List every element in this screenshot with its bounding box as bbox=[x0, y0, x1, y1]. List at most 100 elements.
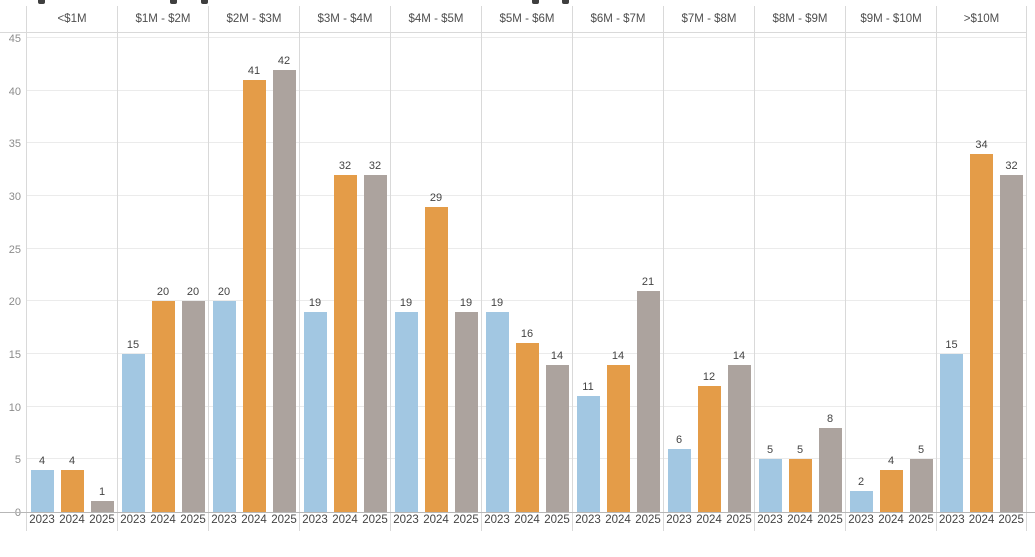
bar-2023[interactable] bbox=[485, 312, 509, 512]
gridline bbox=[27, 89, 117, 91]
category-group: 6 12 14 bbox=[663, 32, 754, 512]
gridline bbox=[573, 89, 663, 91]
year-label: 2023 bbox=[939, 514, 965, 526]
year-label: 2025 bbox=[635, 514, 661, 526]
bar-value-label: 15 bbox=[126, 339, 140, 351]
bar-value-label: 14 bbox=[550, 350, 564, 362]
gridline bbox=[27, 405, 117, 407]
bar-2023[interactable] bbox=[303, 312, 327, 512]
gridline bbox=[27, 353, 117, 354]
gridline bbox=[573, 37, 663, 38]
year-label: 2024 bbox=[59, 514, 85, 526]
bar-2024[interactable] bbox=[606, 365, 630, 512]
category-header-label: <$1M bbox=[26, 6, 117, 32]
bar-2025[interactable] bbox=[454, 312, 478, 512]
bar-value-label: 14 bbox=[732, 350, 746, 362]
bar-2025[interactable] bbox=[818, 428, 842, 512]
gridline bbox=[482, 247, 572, 249]
bar-value-label: 5 bbox=[766, 444, 774, 456]
bar-slot: 29 bbox=[424, 32, 448, 512]
bar-2023[interactable] bbox=[667, 449, 691, 512]
gridline bbox=[664, 353, 754, 354]
bar-slot: 42 bbox=[272, 32, 296, 512]
gridline bbox=[664, 89, 754, 91]
bar-2025[interactable] bbox=[272, 70, 296, 512]
bar-slot: 16 bbox=[515, 32, 539, 512]
bar-2023[interactable] bbox=[212, 301, 236, 512]
gridline bbox=[391, 37, 481, 38]
y-tick-label: 15 bbox=[8, 349, 21, 361]
bar-value-label: 19 bbox=[459, 297, 473, 309]
bar-2023[interactable] bbox=[849, 491, 873, 512]
bar-slot: 19 bbox=[394, 32, 418, 512]
bar-value-label: 12 bbox=[702, 371, 716, 383]
gridline bbox=[755, 142, 845, 144]
bar-2025[interactable] bbox=[181, 301, 205, 512]
category-group: 15 20 20 bbox=[117, 32, 208, 512]
bar-2024[interactable] bbox=[151, 301, 175, 512]
bar-2024[interactable] bbox=[970, 154, 993, 512]
gridline bbox=[755, 247, 845, 249]
bar-value-label: 20 bbox=[217, 286, 231, 298]
bar-2023[interactable] bbox=[576, 396, 600, 512]
bar-2025[interactable] bbox=[363, 175, 387, 512]
year-label: 2023 bbox=[120, 514, 146, 526]
bar-value-label: 19 bbox=[490, 297, 504, 309]
bar-slot: 6 bbox=[667, 32, 691, 512]
bar-2025[interactable] bbox=[1000, 175, 1023, 512]
bar-slot: 2 bbox=[849, 32, 873, 512]
gridline bbox=[118, 300, 208, 302]
category-group: 11 14 21 bbox=[572, 32, 663, 512]
x-axis-baseline bbox=[0, 512, 1035, 513]
y-tick-label: 30 bbox=[8, 191, 21, 203]
bar-slot: 14 bbox=[727, 32, 751, 512]
bar-slot: 5 bbox=[788, 32, 812, 512]
y-tick-label: 5 bbox=[14, 454, 21, 467]
year-label: 2023 bbox=[211, 514, 237, 526]
gridline bbox=[300, 142, 390, 144]
bar-slot: 21 bbox=[636, 32, 660, 512]
bar-2024[interactable] bbox=[333, 175, 357, 512]
year-label: 2025 bbox=[362, 514, 388, 526]
year-label-cell: 2023 2024 2025 bbox=[390, 512, 481, 531]
bar-2025[interactable] bbox=[909, 459, 933, 512]
gridline bbox=[755, 405, 845, 407]
bar-value-label: 6 bbox=[675, 434, 683, 446]
bar-2024[interactable] bbox=[60, 470, 84, 512]
bar-2023[interactable] bbox=[758, 459, 782, 512]
bar-2023[interactable] bbox=[940, 354, 963, 512]
bar-value-label: 20 bbox=[186, 286, 200, 298]
bar-2023[interactable] bbox=[121, 354, 145, 512]
bar-2025[interactable] bbox=[727, 365, 751, 512]
category-group: 5 5 8 bbox=[754, 32, 845, 512]
bar-2023[interactable] bbox=[30, 470, 54, 512]
year-label: 2024 bbox=[605, 514, 631, 526]
category-header-label: $7M - $8M bbox=[663, 6, 754, 32]
bar-2024[interactable] bbox=[424, 207, 448, 512]
bar-2023[interactable] bbox=[394, 312, 418, 512]
bar-2024[interactable] bbox=[697, 386, 721, 512]
bar-2024[interactable] bbox=[242, 80, 266, 512]
bar-2025[interactable] bbox=[90, 501, 114, 512]
bar-value-label: 14 bbox=[611, 350, 625, 362]
bar-value-label: 41 bbox=[247, 65, 261, 77]
bar-slot: 20 bbox=[181, 32, 205, 512]
bar-value-label: 32 bbox=[338, 160, 352, 172]
year-label: 2024 bbox=[150, 514, 176, 526]
bar-2024[interactable] bbox=[788, 459, 812, 512]
gridline bbox=[755, 353, 845, 354]
grouped-bar-chart: <$1M $1M - $2M $2M - $3M $3M - $4M $4M - $5M… bbox=[0, 6, 1027, 531]
bar-2024[interactable] bbox=[879, 470, 903, 512]
bar-value-label: 32 bbox=[1005, 160, 1018, 172]
bar-2025[interactable] bbox=[545, 365, 569, 512]
year-label-cell: 2023 2024 2025 bbox=[299, 512, 390, 531]
bar-value-label: 4 bbox=[887, 455, 895, 467]
year-label: 2024 bbox=[514, 514, 540, 526]
bar-2025[interactable] bbox=[636, 291, 660, 512]
year-label-cell: 2023 2024 2025 bbox=[936, 512, 1027, 531]
gridline bbox=[846, 37, 936, 38]
year-label: 2024 bbox=[423, 514, 449, 526]
bar-2024[interactable] bbox=[515, 343, 539, 512]
gridline bbox=[846, 89, 936, 91]
